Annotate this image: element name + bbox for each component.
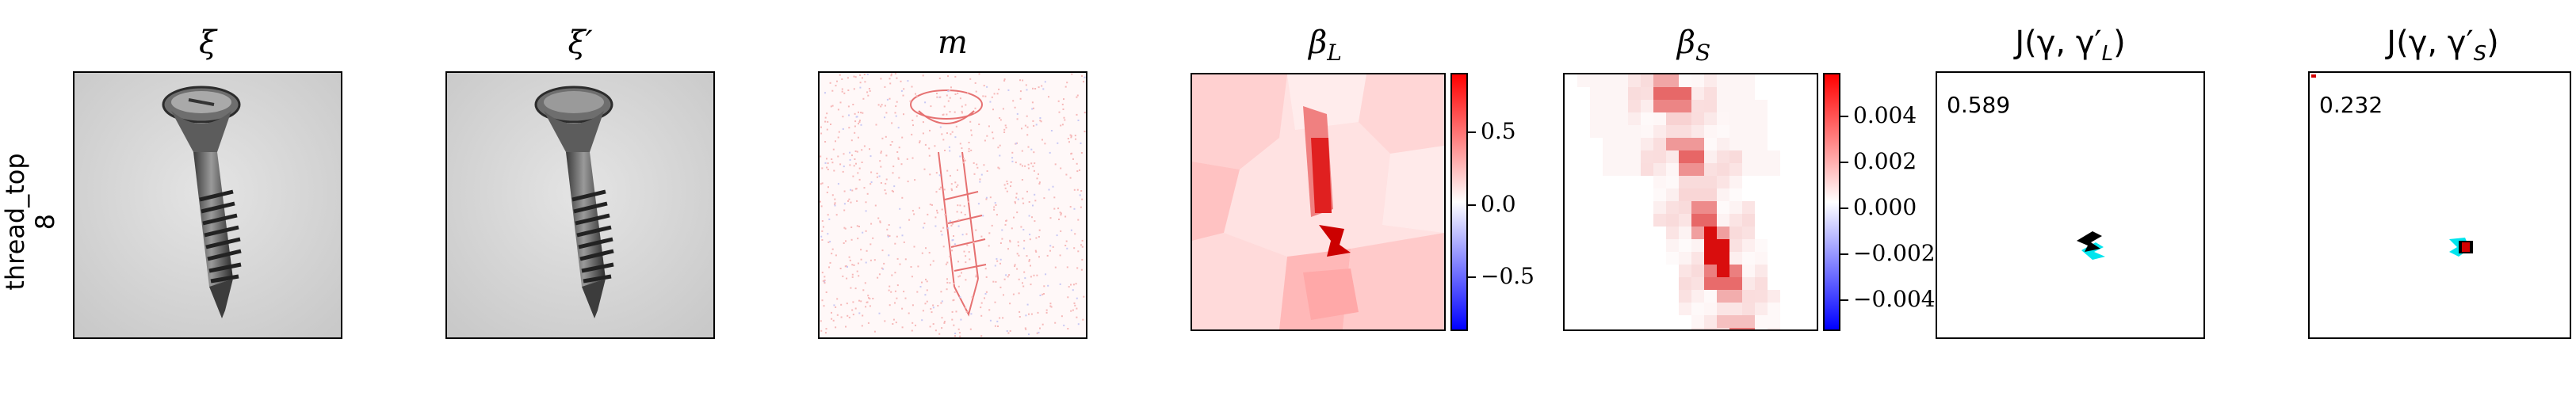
mask-panel-m: [818, 71, 1087, 339]
screw-graphic: [162, 86, 242, 318]
corner-mark: [2311, 74, 2316, 78]
highlight-cyan: [2081, 242, 2105, 260]
jaccard-panel-S: 0.232: [2308, 71, 2571, 339]
jaccard-score-L: 0.589: [1947, 92, 2011, 118]
colorbar-S-tick-label: 0.004: [1853, 102, 1917, 128]
mask-noise: [820, 73, 1086, 337]
beta-S-grid: [1577, 74, 1780, 329]
panel-title-xi-prime: ξ′: [568, 25, 593, 61]
colorbar-S-tick: [1840, 299, 1848, 301]
colorbar-L-tick-label: −0.5: [1481, 263, 1535, 289]
panel-title-xi: ξ: [198, 25, 217, 61]
panel-title-J-L: J(γ, γ′L): [2015, 25, 2126, 66]
colorbar-L-tick: [1468, 204, 1476, 206]
colorbar-L-tick-label: 0.0: [1481, 191, 1516, 217]
colorbar-S-tick-label: −0.004: [1853, 286, 1936, 312]
screw-graphic-prime: [534, 86, 614, 318]
image-panel-xi-prime: [445, 71, 715, 339]
colorbar-S-tick-label: −0.002: [1853, 240, 1936, 266]
colorbar-L-tick: [1468, 276, 1476, 278]
colorbar-S-tick-label: 0.002: [1853, 148, 1917, 174]
colorbar-L-tick-label: 0.5: [1481, 118, 1516, 144]
highlight-black: [2077, 231, 2102, 252]
panel-title-m: m: [938, 25, 968, 61]
overlap-red: [2462, 242, 2470, 252]
attribution-panel-beta-S: [1563, 73, 1818, 331]
attribution-panel-beta-L: [1191, 73, 1446, 331]
colorbar-L-tick: [1468, 131, 1476, 133]
row-label-index: 8: [30, 213, 60, 230]
colorbar-beta-L: [1450, 73, 1468, 331]
row-label: thread_top 8: [0, 119, 60, 325]
jaccard-score-S: 0.232: [2319, 92, 2383, 118]
panel-title-beta-L: βL: [1309, 25, 1342, 66]
colorbar-S-tick: [1840, 208, 1848, 209]
panel-title-J-S: J(γ, γ′S): [2387, 25, 2499, 66]
colorbar-S-tick: [1840, 253, 1848, 255]
colorbar-S-tick: [1840, 162, 1848, 163]
jaccard-panel-L: 0.589: [1936, 71, 2205, 339]
colorbar-S-tick-label: 0.000: [1853, 194, 1917, 220]
row-label-class: thread_top: [0, 153, 30, 291]
colorbar-S-tick: [1840, 116, 1848, 117]
colorbar-beta-S: [1823, 73, 1840, 331]
image-panel-xi: [73, 71, 342, 339]
panel-title-beta-S: βS: [1676, 25, 1711, 66]
